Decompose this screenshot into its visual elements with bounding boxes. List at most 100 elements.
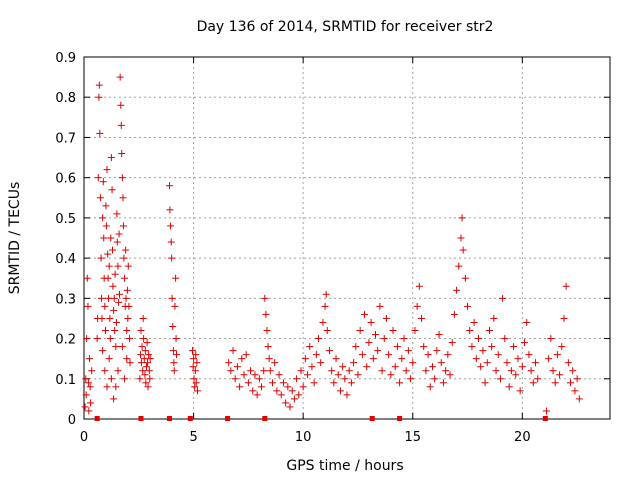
data-point bbox=[263, 327, 271, 335]
data-point bbox=[136, 375, 144, 383]
y-tick-label: 0.5 bbox=[55, 212, 76, 227]
data-point bbox=[455, 262, 463, 270]
data-point bbox=[146, 375, 154, 383]
data-point bbox=[483, 359, 491, 367]
data-point bbox=[190, 355, 198, 363]
data-point bbox=[101, 327, 109, 335]
data-point bbox=[114, 367, 122, 375]
data-point bbox=[139, 367, 147, 375]
data-point bbox=[188, 347, 196, 355]
y-tick-label: 0.6 bbox=[55, 172, 76, 187]
data-point bbox=[264, 343, 272, 351]
data-point bbox=[229, 347, 237, 355]
data-point bbox=[104, 274, 112, 282]
data-point bbox=[499, 294, 507, 302]
data-point bbox=[279, 379, 287, 387]
data-point bbox=[402, 367, 410, 375]
data-point bbox=[523, 318, 531, 326]
data-point bbox=[116, 73, 124, 81]
data-point bbox=[233, 363, 241, 371]
zero-marker bbox=[397, 416, 403, 421]
data-point bbox=[413, 302, 421, 310]
data-point bbox=[461, 274, 469, 282]
data-point bbox=[431, 375, 439, 383]
data-point bbox=[317, 359, 325, 367]
data-point bbox=[244, 379, 252, 387]
data-point bbox=[391, 363, 399, 371]
x-axis-label: GPS time / hours bbox=[286, 458, 403, 474]
data-point bbox=[118, 150, 126, 158]
data-point bbox=[288, 387, 296, 395]
data-point bbox=[137, 327, 145, 335]
data-point bbox=[168, 254, 176, 262]
data-point bbox=[284, 383, 292, 391]
data-point bbox=[308, 363, 316, 371]
data-point bbox=[426, 383, 434, 391]
data-point bbox=[191, 367, 199, 375]
data-point bbox=[352, 343, 360, 351]
data-point bbox=[88, 367, 96, 375]
data-point bbox=[97, 254, 105, 262]
data-point bbox=[172, 335, 180, 343]
data-point bbox=[240, 371, 248, 379]
data-point bbox=[139, 314, 147, 322]
data-point bbox=[99, 178, 107, 186]
data-point bbox=[107, 375, 115, 383]
data-point bbox=[167, 222, 175, 230]
data-point bbox=[84, 302, 92, 310]
data-point bbox=[115, 298, 123, 306]
data-point bbox=[144, 383, 152, 391]
data-point bbox=[398, 355, 406, 363]
data-point bbox=[255, 375, 263, 383]
data-point bbox=[358, 351, 366, 359]
data-point bbox=[361, 310, 369, 318]
data-point bbox=[137, 359, 145, 367]
data-point bbox=[464, 302, 472, 310]
data-point bbox=[503, 359, 511, 367]
data-point bbox=[98, 294, 106, 302]
data-point bbox=[380, 335, 388, 343]
data-point bbox=[113, 210, 121, 218]
data-point bbox=[115, 230, 123, 238]
data-point bbox=[564, 359, 572, 367]
data-point bbox=[112, 343, 120, 351]
data-point bbox=[192, 379, 200, 387]
data-point bbox=[448, 339, 456, 347]
y-tick-label: 0.2 bbox=[55, 333, 76, 348]
data-point bbox=[575, 395, 583, 403]
data-point bbox=[122, 246, 130, 254]
data-point bbox=[492, 367, 500, 375]
data-point bbox=[470, 318, 478, 326]
data-point bbox=[459, 246, 467, 254]
zero-marker bbox=[369, 416, 375, 421]
data-point bbox=[343, 391, 351, 399]
data-point bbox=[121, 274, 129, 282]
data-point bbox=[123, 286, 131, 294]
data-point bbox=[334, 371, 342, 379]
data-point bbox=[354, 371, 362, 379]
data-point bbox=[367, 318, 375, 326]
data-point bbox=[290, 395, 298, 403]
data-point bbox=[227, 367, 235, 375]
data-point bbox=[304, 371, 312, 379]
data-point bbox=[501, 335, 509, 343]
data-point bbox=[117, 121, 125, 129]
data-point bbox=[142, 363, 150, 371]
data-point bbox=[249, 387, 257, 395]
data-point bbox=[125, 302, 133, 310]
data-point bbox=[96, 194, 104, 202]
data-point bbox=[93, 335, 101, 343]
data-point bbox=[142, 379, 150, 387]
data-point bbox=[369, 355, 377, 363]
data-point bbox=[114, 262, 122, 270]
data-point bbox=[420, 343, 428, 351]
data-point bbox=[107, 234, 115, 242]
data-point bbox=[485, 327, 493, 335]
data-point bbox=[268, 379, 276, 387]
data-point bbox=[325, 347, 333, 355]
data-point bbox=[293, 375, 301, 383]
data-point bbox=[170, 359, 178, 367]
data-point bbox=[84, 379, 92, 387]
data-point bbox=[110, 306, 118, 314]
